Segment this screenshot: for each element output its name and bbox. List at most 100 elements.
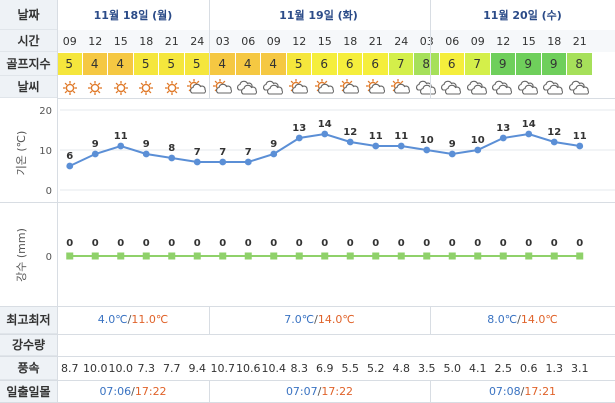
precipitation-data-label: 0: [372, 238, 379, 249]
hour-cell: 09: [266, 34, 281, 48]
temperature-data-label: 11: [573, 131, 587, 142]
temperature-point: [525, 130, 533, 138]
precipitation-point: [168, 252, 176, 260]
divider: [0, 334, 615, 335]
precipitation-point: [193, 252, 201, 260]
temperature-point: [142, 150, 150, 158]
temperature-point: [576, 142, 584, 150]
temperature-data-label: 9: [270, 139, 277, 150]
temperature-data-label: 14: [522, 119, 536, 130]
day-divider: [430, 306, 431, 334]
temperature-point: [270, 150, 278, 158]
cloud-icon: [516, 77, 542, 98]
precipitation-data-label: 0: [143, 238, 150, 249]
precipitation-point: [576, 252, 584, 260]
precipitation-point: [499, 252, 507, 260]
wind-speed-cell: 10.0: [108, 361, 134, 375]
wind-speed-cell: 2.5: [494, 361, 513, 375]
hour-cell: 12: [496, 34, 511, 48]
temperature-point: [193, 158, 201, 166]
partly-cloudy-icon: [389, 77, 415, 98]
temperature-point: [66, 162, 74, 170]
temperature-point: [321, 130, 329, 138]
hour-cell: 24: [190, 34, 205, 48]
golf-index-cell: 8: [567, 53, 593, 75]
precipitation-data-label: 0: [92, 238, 99, 249]
golf-index-cell: 6: [439, 53, 465, 75]
temperature-point: [244, 158, 252, 166]
temperature-data-label: 14: [318, 119, 332, 130]
wind-speed-cell: 5.2: [367, 361, 385, 375]
date-label: 날짜: [0, 0, 57, 30]
hour-cell: 09: [470, 34, 485, 48]
precipitation-data-label: 0: [551, 238, 558, 249]
day-divider: [209, 0, 210, 98]
temperature-point: [346, 138, 354, 146]
precip-label: 강수량: [0, 334, 57, 356]
temperature-point: [550, 138, 558, 146]
precipitation-point: [270, 252, 278, 260]
temperature-data-label: 9: [92, 139, 99, 150]
temperature-data-label: 11: [114, 131, 128, 142]
precipitation-point: [219, 252, 227, 260]
precipitation-data-label: 0: [423, 238, 430, 249]
day-divider: [209, 306, 210, 334]
golf-index-cell: 6: [337, 53, 363, 75]
temperature-data-label: 6: [66, 151, 73, 162]
golf-index-cell: 9: [490, 53, 516, 75]
precipitation-point: [474, 252, 482, 260]
precipitation-axis-label: 강수 (mm): [15, 228, 28, 282]
precipitation-point: [397, 252, 405, 260]
precipitation-point: [525, 252, 533, 260]
day-divider: [209, 380, 210, 403]
hour-cell: 06: [445, 34, 460, 48]
precipitation-point: [321, 252, 329, 260]
precipitation-point: [117, 252, 125, 260]
hour-cell: 18: [343, 34, 358, 48]
temperature-data-label: 10: [420, 135, 434, 146]
precipitation-point: [66, 252, 74, 260]
golf-index-cell: 9: [541, 53, 567, 75]
precipitation-data-label: 0: [219, 238, 226, 249]
cloud-icon: [465, 77, 491, 98]
temperature-point: [499, 134, 507, 142]
wind-speed-cell: 9.4: [188, 361, 207, 375]
temperature-axis-label: 기온 (℃): [15, 131, 28, 176]
hour-cell: 03: [419, 34, 434, 48]
cloud-icon: [542, 77, 568, 98]
y-tick-label: 10: [39, 146, 52, 157]
precipitation-data-label: 0: [117, 238, 124, 249]
day-divider: [430, 0, 431, 98]
golf-index-cell: 4: [210, 53, 236, 75]
wind-speed-cell: 0.6: [520, 361, 538, 375]
precipitation-data-label: 0: [474, 238, 481, 249]
y-tick-label: 0: [46, 186, 52, 197]
precipitation-data-label: 0: [347, 238, 354, 249]
precipitation-point: [91, 252, 99, 260]
hour-cell: 24: [394, 34, 409, 48]
precipitation-data-label: 0: [168, 238, 175, 249]
minmax-day-2: 7.0℃/14.0℃: [284, 313, 355, 326]
y-tick-label: 0: [46, 252, 52, 263]
wind-speed-cell: 4.8: [392, 361, 411, 375]
cloud-icon: [236, 77, 262, 98]
hour-cell: 18: [547, 34, 562, 48]
temperature-point: [219, 158, 227, 166]
hour-cell: 06: [241, 34, 256, 48]
golf-index-cell: 5: [159, 53, 185, 75]
temperature-data-label: 11: [394, 131, 408, 142]
hour-cell: 18: [139, 34, 154, 48]
column-divider: [57, 0, 58, 403]
precipitation-chart: 강수 (mm) 0 0 0 0 0 0 0 0 0 0 0 0 0 0 0 0 0 0 0 0 0 0: [15, 228, 584, 282]
wind-speed-cell: 1.3: [545, 361, 564, 375]
wind-speed-cell: 5.5: [341, 361, 360, 375]
wind-speed-cell: 10.7: [210, 361, 236, 375]
sun-icon: [159, 77, 185, 98]
divider: [0, 380, 615, 381]
temperature-data-label: 7: [194, 147, 201, 158]
hour-cell: 09: [62, 34, 77, 48]
minmax-day-1: 4.0℃/11.0℃: [97, 313, 169, 326]
time-label: 시간: [0, 30, 57, 52]
precipitation-data-label: 0: [398, 238, 405, 249]
precipitation-point: [346, 252, 354, 260]
